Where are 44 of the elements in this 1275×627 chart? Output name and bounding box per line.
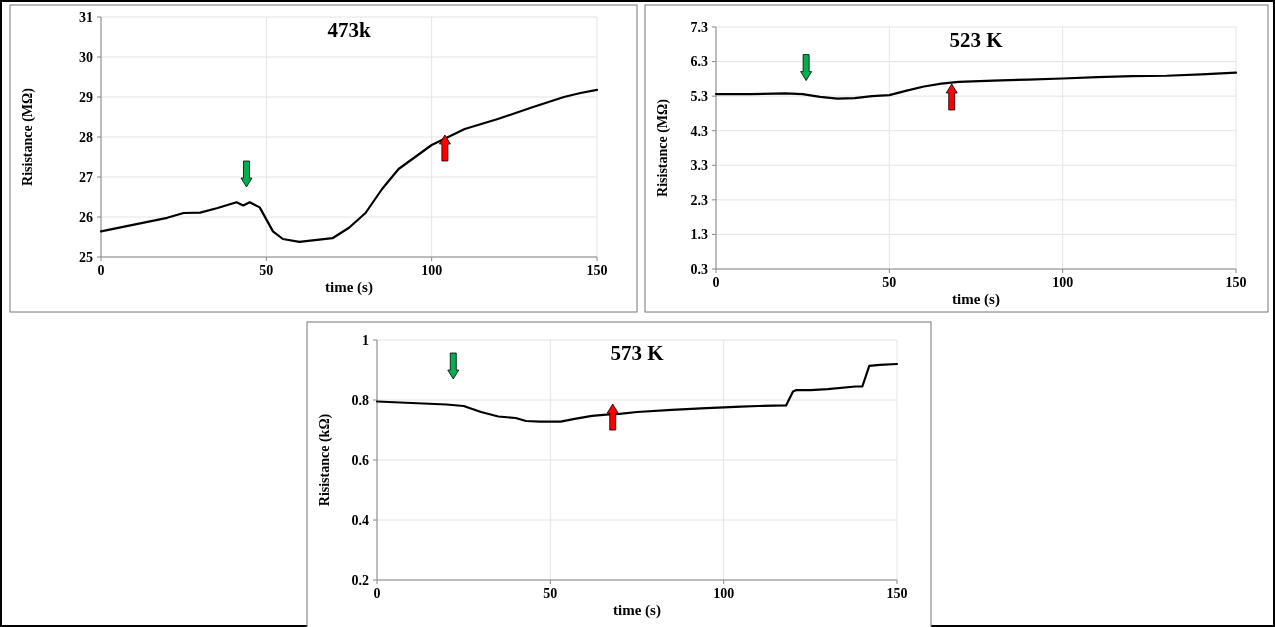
- x-tick-label: 0: [373, 586, 381, 601]
- y-tick-label: 7.3: [690, 19, 708, 35]
- chart-title: 523 K: [949, 28, 1004, 52]
- chart-title: 573 K: [610, 341, 665, 365]
- y-tick-label: 1.3: [690, 227, 708, 243]
- line-series: [375, 362, 899, 423]
- y-tick-label: 31: [79, 9, 93, 25]
- y-axis-title: Risistance (MΩ): [655, 98, 671, 197]
- y-axis-title: Risistance (MΩ): [20, 87, 36, 186]
- y-axis-title: Risistance (kΩ): [317, 413, 333, 507]
- line-series: [99, 88, 599, 243]
- x-tick-label: 0: [97, 263, 105, 278]
- y-tick-label: 27: [79, 169, 93, 185]
- y-tick-label: 0.4: [351, 512, 369, 528]
- x-tick-label: 50: [543, 586, 558, 601]
- y-tick-label: 0.2: [351, 572, 369, 588]
- y-tick-label: 4.3: [690, 123, 708, 139]
- y-tick-label: 25: [79, 249, 93, 265]
- y-tick-label: 3.3: [690, 158, 708, 174]
- y-tick-label: 30: [79, 49, 93, 65]
- x-tick-label: 100: [421, 263, 443, 278]
- y-tick-label: 0.8: [351, 392, 369, 408]
- x-tick-label: 50: [882, 275, 897, 290]
- y-tick-label: 5.3: [690, 89, 708, 105]
- y-tick-label: 0.3: [690, 261, 708, 277]
- x-tick-label: 0: [712, 275, 720, 290]
- x-tick-label: 150: [586, 263, 608, 278]
- y-tick-label: 28: [79, 129, 93, 145]
- x-tick-label: 50: [259, 263, 274, 278]
- x-axis-title: time (s): [325, 279, 373, 296]
- y-tick-label: 6.3: [690, 54, 708, 70]
- y-tick-label: 1: [362, 332, 369, 348]
- x-tick-label: 150: [886, 586, 908, 601]
- y-tick-label: 2.3: [690, 192, 708, 208]
- x-tick-label: 150: [1225, 275, 1247, 290]
- line-series: [714, 71, 1238, 100]
- y-tick-label: 29: [79, 89, 93, 105]
- y-tick-label: 0.6: [351, 452, 369, 468]
- x-axis-title: time (s): [952, 291, 1000, 308]
- y-tick-label: 26: [79, 209, 93, 225]
- x-tick-label: 100: [713, 586, 735, 601]
- chart-title: 473k: [327, 18, 371, 42]
- x-axis-title: time (s): [613, 602, 661, 619]
- x-tick-label: 100: [1052, 275, 1074, 290]
